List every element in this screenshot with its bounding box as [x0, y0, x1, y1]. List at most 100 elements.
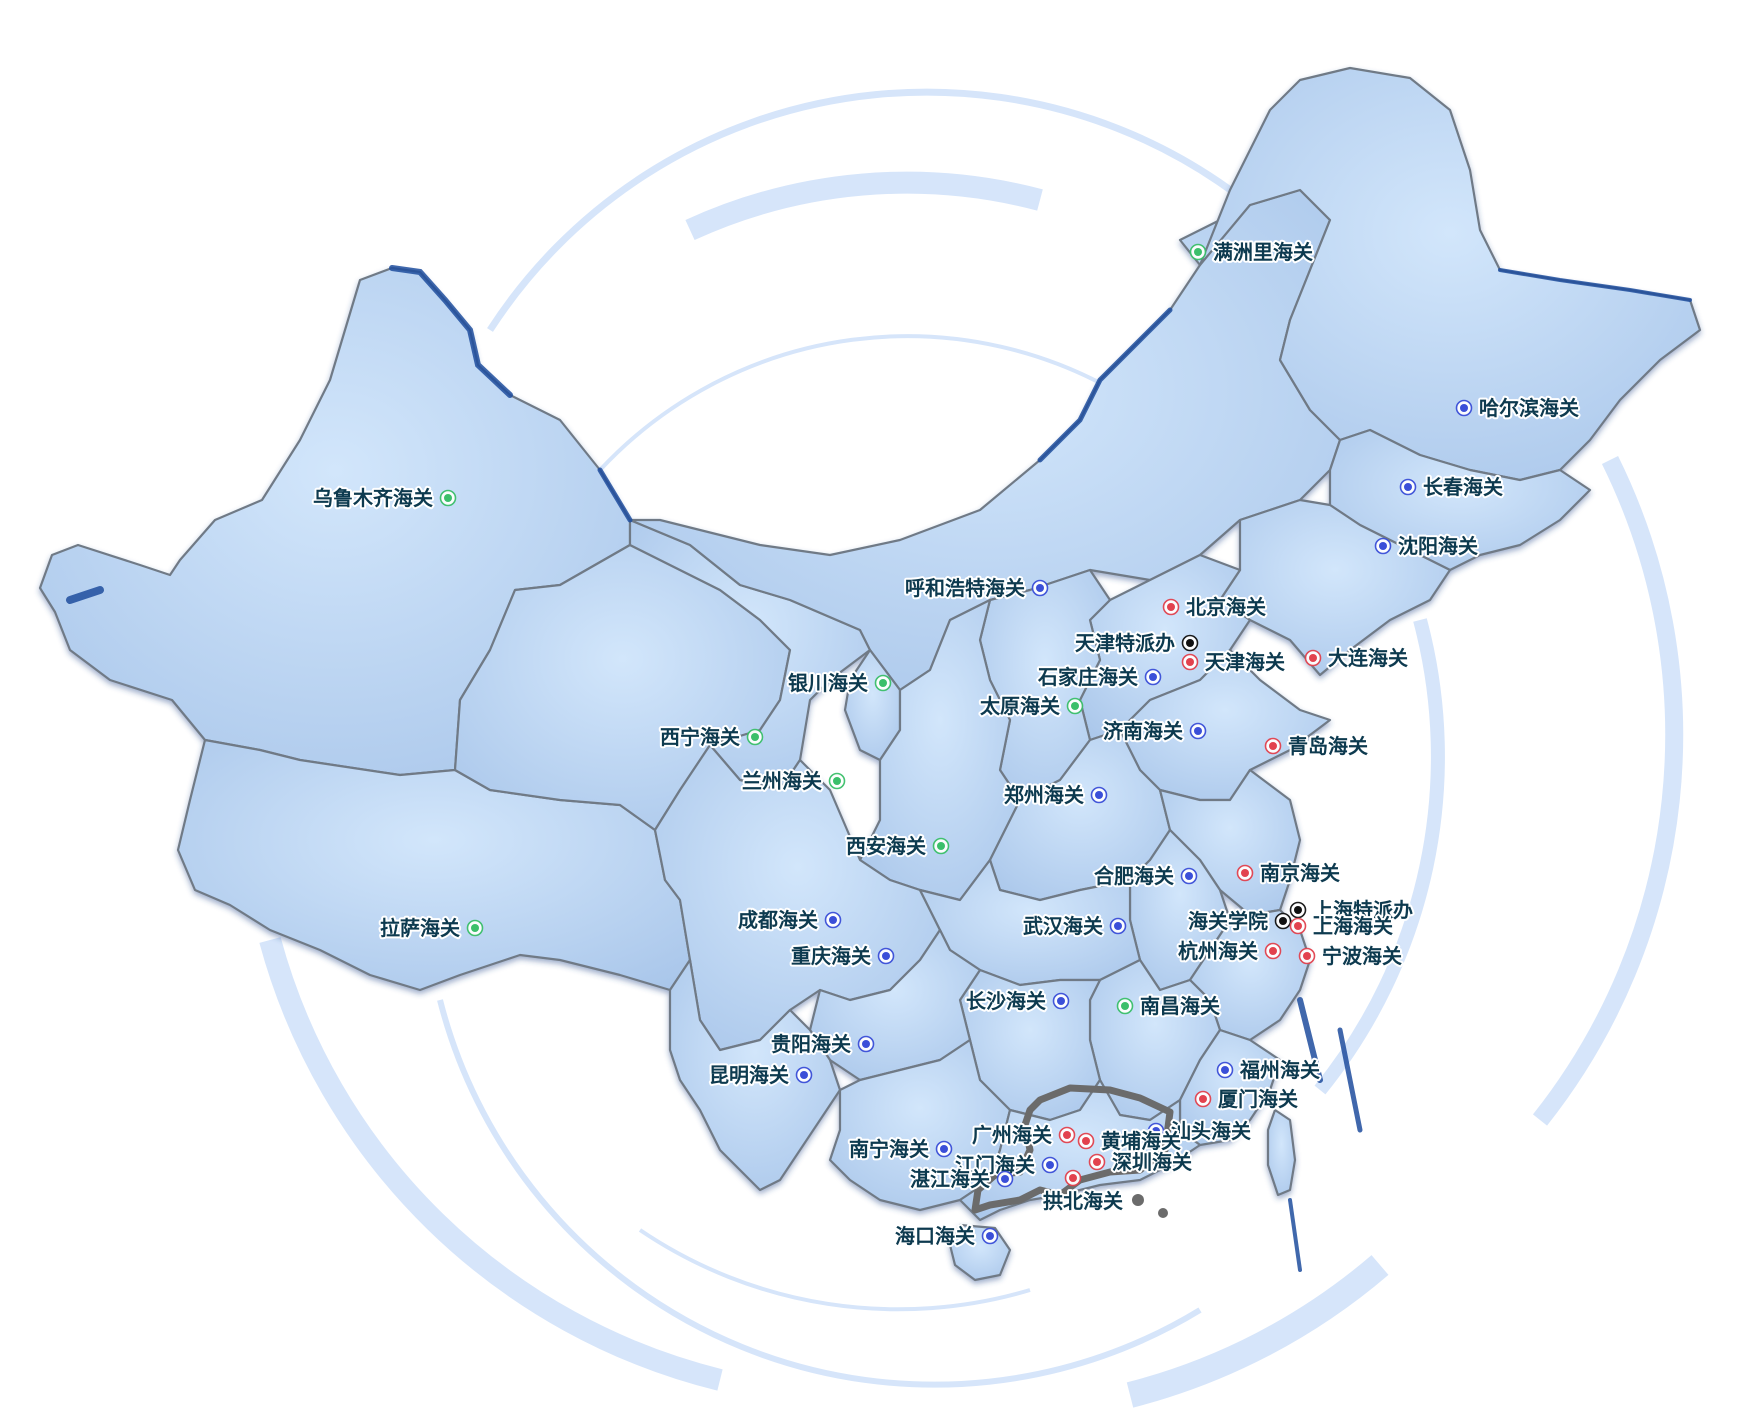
customs-marker[interactable]: 青岛海关 — [1264, 732, 1370, 760]
marker-label: 长沙海关 — [966, 989, 1046, 1013]
customs-marker[interactable]: 上海特派办 — [1289, 896, 1415, 924]
customs-marker[interactable]: 南昌海关 — [1116, 992, 1222, 1020]
marker-dot-black — [1294, 906, 1302, 914]
marker-label: 呼和浩特海关 — [905, 576, 1025, 600]
marker-dot-blue — [1185, 872, 1193, 880]
customs-marker[interactable]: 汕头海关 — [1147, 1117, 1253, 1145]
customs-marker[interactable]: 天津海关 — [1181, 648, 1287, 676]
province-yunnan — [668, 958, 842, 1192]
marker-dot-blue — [829, 916, 837, 924]
customs-marker[interactable]: 兰州海关 — [740, 767, 846, 795]
customs-marker[interactable]: 拉萨海关 — [378, 914, 484, 942]
marker-label: 满洲里海关 — [1213, 240, 1313, 264]
customs-marker[interactable]: 昆明海关 — [707, 1061, 813, 1089]
marker-dot-red — [1082, 1137, 1090, 1145]
marker-dot-blue — [1001, 1175, 1009, 1183]
customs-marker[interactable]: 厦门海关 — [1194, 1085, 1300, 1113]
customs-marker[interactable]: 哈尔滨海关 — [1455, 394, 1581, 422]
customs-marker[interactable]: 呼和浩特海关 — [903, 574, 1049, 602]
marker-label: 哈尔滨海关 — [1479, 396, 1579, 420]
marker-label: 宁波海关 — [1322, 944, 1402, 968]
marker-label: 福州海关 — [1239, 1058, 1320, 1082]
customs-marker[interactable]: 石家庄海关 — [1035, 663, 1162, 691]
marker-dot-blue — [882, 952, 890, 960]
customs-marker[interactable]: 合肥海关 — [1092, 862, 1198, 890]
marker-label: 海口海关 — [895, 1224, 975, 1248]
marker-dot-red — [1294, 922, 1302, 930]
marker-dot-blue — [1095, 791, 1103, 799]
marker-label: 昆明海关 — [709, 1063, 789, 1087]
customs-marker[interactable]: 福州海关 — [1216, 1056, 1322, 1084]
customs-marker[interactable]: 江门海关 — [953, 1151, 1059, 1179]
marker-label: 上海海关 — [1313, 914, 1393, 938]
customs-marker[interactable]: 太原海关 — [978, 692, 1084, 720]
customs-marker[interactable]: 深圳海关 — [1088, 1148, 1194, 1176]
island-dot — [1132, 1194, 1144, 1206]
marker-dot-blue — [1379, 542, 1387, 550]
customs-marker[interactable]: 上海海关 — [1289, 912, 1395, 940]
marker-label: 银川海关 — [788, 671, 868, 695]
customs-marker[interactable]: 海口海关 — [893, 1222, 999, 1250]
marker-label: 西宁海关 — [660, 725, 740, 749]
customs-marker[interactable]: 南京海关 — [1236, 859, 1342, 887]
marker-label: 青岛海关 — [1288, 734, 1368, 758]
marker-dot-blue — [1221, 1066, 1229, 1074]
marker-label: 成都海关 — [738, 908, 818, 932]
customs-marker[interactable]: 贵阳海关 — [769, 1030, 875, 1058]
customs-marker[interactable]: 拱北海关 — [1041, 1169, 1125, 1215]
marker-label: 拱北海关 — [1043, 1189, 1123, 1213]
marker-dot-green — [471, 924, 479, 932]
province-heilongjiang — [1198, 66, 1702, 482]
marker-dot-blue — [800, 1071, 808, 1079]
customs-marker[interactable]: 海关学院 — [1186, 907, 1292, 935]
customs-marker[interactable]: 大连海关 — [1304, 644, 1410, 672]
island-dot — [1158, 1208, 1168, 1218]
customs-marker[interactable]: 杭州海关 — [1176, 937, 1282, 965]
customs-marker[interactable]: 宁波海关 — [1298, 942, 1404, 970]
customs-marker[interactable]: 西安海关 — [844, 832, 950, 860]
marker-label: 北京海关 — [1186, 595, 1266, 619]
customs-marker[interactable]: 南宁海关 — [847, 1135, 953, 1163]
decorative-rings — [259, 88, 1684, 1408]
customs-marker[interactable]: 广州海关 — [970, 1121, 1076, 1149]
customs-marker[interactable]: 银川海关 — [786, 669, 892, 697]
customs-marker[interactable]: 天津特派办 — [1073, 629, 1199, 657]
marker-dot-red — [1241, 869, 1249, 877]
marker-dot-green — [1121, 1002, 1129, 1010]
greater-bay-outline — [971, 1084, 1174, 1214]
marker-dot-blue — [1046, 1161, 1054, 1169]
customs-marker[interactable]: 武汉海关 — [1021, 912, 1127, 940]
marker-label: 南昌海关 — [1140, 994, 1220, 1018]
customs-marker[interactable]: 西宁海关 — [658, 723, 764, 751]
marker-dot-green — [751, 733, 759, 741]
customs-marker[interactable]: 沈阳海关 — [1374, 532, 1480, 560]
marker-dot-blue — [940, 1145, 948, 1153]
marker-label: 拉萨海关 — [380, 916, 460, 940]
customs-marker[interactable]: 长春海关 — [1399, 473, 1505, 501]
marker-label: 济南海关 — [1103, 719, 1183, 743]
customs-marker[interactable]: 成都海关 — [736, 906, 842, 934]
marker-label: 厦门海关 — [1218, 1087, 1298, 1111]
marker-dot-blue — [1036, 584, 1044, 592]
marker-dot-red — [1063, 1131, 1071, 1139]
marker-label: 太原海关 — [980, 694, 1060, 718]
marker-dot-blue — [1460, 404, 1468, 412]
customs-marker[interactable]: 乌鲁木齐海关 — [311, 484, 457, 512]
customs-marker[interactable]: 北京海关 — [1162, 593, 1268, 621]
marker-label: 江门海关 — [955, 1153, 1035, 1177]
customs-marker[interactable]: 湛江海关 — [908, 1165, 1014, 1193]
customs-marker[interactable]: 重庆海关 — [789, 942, 895, 970]
marker-label: 石家庄海关 — [1037, 665, 1138, 689]
customs-marker[interactable]: 长沙海关 — [964, 987, 1070, 1015]
marker-dot-blue — [862, 1040, 870, 1048]
province-guizhou — [808, 928, 982, 1082]
marker-dot-red — [1199, 1095, 1207, 1103]
marker-label: 武汉海关 — [1023, 914, 1103, 938]
customs-marker[interactable]: 郑州海关 — [1002, 781, 1108, 809]
customs-marker[interactable]: 满洲里海关 — [1189, 238, 1315, 266]
customs-marker[interactable]: 济南海关 — [1101, 717, 1207, 745]
marker-dot-blue — [1152, 1127, 1160, 1135]
marker-label: 南宁海关 — [849, 1137, 929, 1161]
customs-marker[interactable]: 黄埔海关 — [1077, 1127, 1183, 1155]
